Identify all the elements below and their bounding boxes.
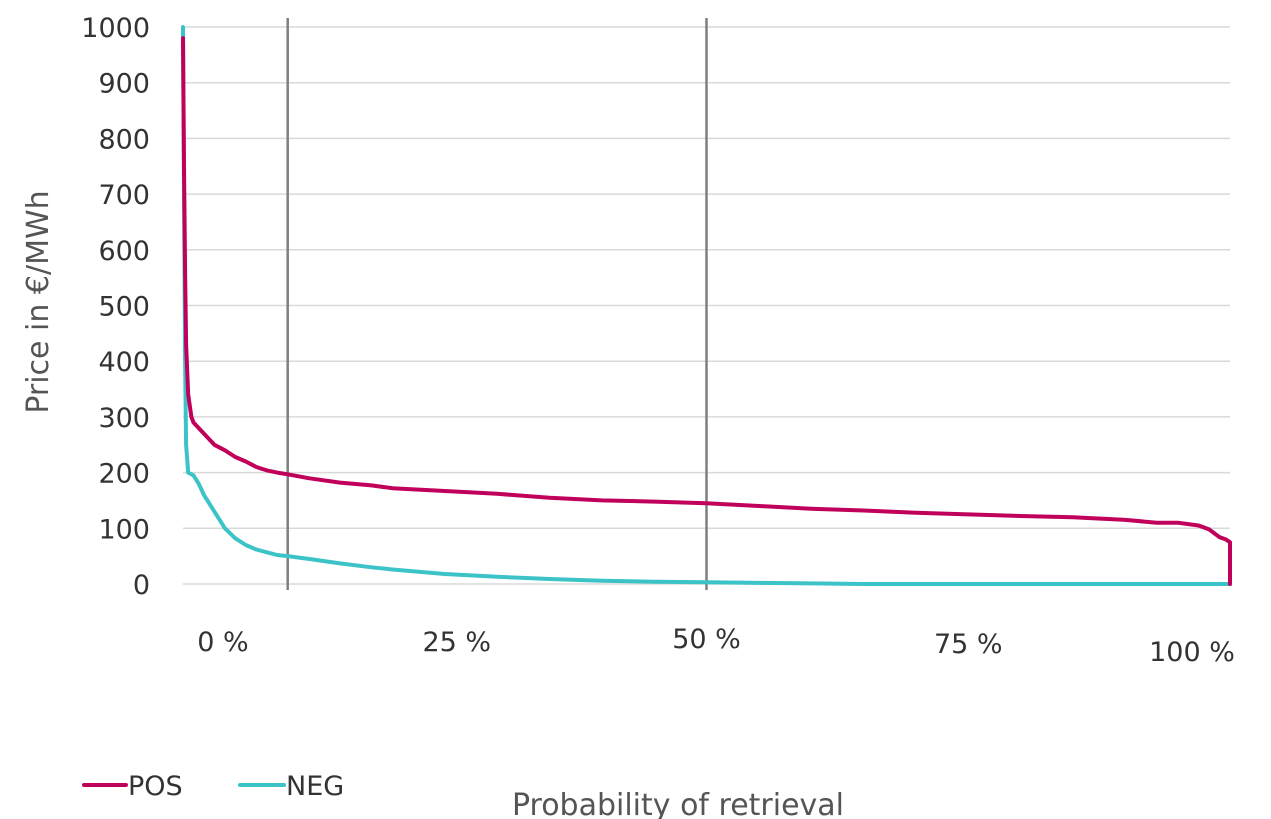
x-tick-label: 0 % [197,627,248,658]
y-tick-label: 900 [98,69,150,100]
y-axis-ticks: 0 100 200 300 400 500 600 700 800 900 1000 [81,13,150,601]
legend-label-neg: NEG [286,771,344,802]
x-tick-label: 75 % [934,629,1003,660]
x-tick-label: 50 % [672,624,741,655]
reference-lines [286,18,708,590]
series-lines [181,25,1232,586]
y-tick-label: 500 [98,292,150,323]
legend: POS NEG [82,771,344,802]
series-line-neg [181,25,1232,586]
legend-item-neg: NEG [238,771,344,802]
y-tick-label: 600 [98,236,150,267]
y-tick-label: 1000 [81,13,150,44]
legend-item-pos: POS [82,771,183,802]
x-axis-title: Probability of retrieval [512,788,844,819]
y-tick-label: 100 [98,514,150,545]
y-tick-label: 800 [98,124,150,155]
legend-label-pos: POS [128,771,183,802]
y-tick-label: 200 [98,459,150,490]
x-tick-label: 25 % [422,627,491,658]
y-axis-title: Price in €/MWh [21,190,56,413]
x-tick-label: 100 % [1149,637,1235,668]
y-tick-label: 400 [98,347,150,378]
y-tick-label: 0 [133,570,150,601]
x-axis-ticks: 0 % 25 % 50 % 75 % 100 % [197,624,1235,668]
y-tick-label: 700 [98,180,150,211]
y-tick-label: 300 [98,403,150,434]
series-line-pos [181,36,1232,586]
